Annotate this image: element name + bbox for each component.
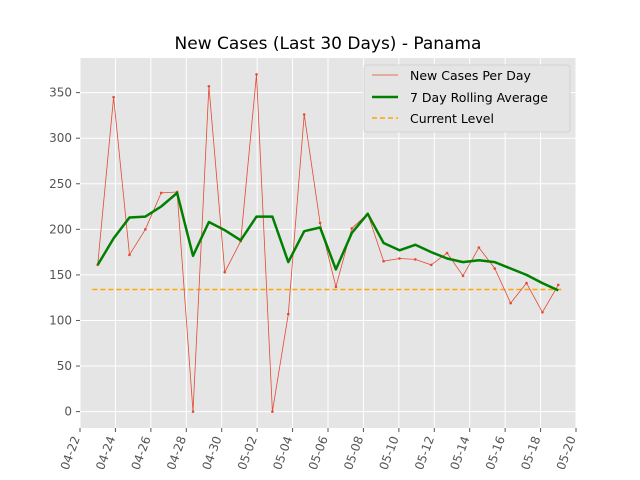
data-point-new-cases — [255, 73, 258, 76]
data-point-new-cases — [128, 253, 131, 257]
data-point-new-cases — [414, 258, 417, 261]
data-point-new-cases — [112, 95, 115, 99]
data-point-new-cases — [509, 301, 512, 305]
y-tick-label: 300 — [49, 131, 72, 145]
y-tick-label: 350 — [49, 86, 72, 100]
data-point-new-cases — [477, 246, 481, 249]
data-point-new-cases — [302, 113, 306, 116]
chart-title: New Cases (Last 30 Days) - Panama — [175, 34, 482, 54]
data-point-new-cases — [461, 274, 465, 278]
y-tick-label: 150 — [49, 268, 72, 282]
y-tick-label: 0 — [64, 405, 72, 419]
y-tick-label: 200 — [49, 222, 72, 236]
data-point-new-cases — [525, 281, 528, 285]
data-point-new-cases — [318, 221, 322, 225]
series-layer — [92, 73, 564, 413]
legend-box — [363, 64, 571, 133]
legend-label-new-cases: New Cases Per Day — [410, 68, 531, 83]
data-point-new-cases — [271, 410, 274, 413]
data-point-new-cases — [556, 283, 560, 287]
data-point-new-cases — [286, 312, 290, 316]
y-axis: 0 50 100 150 200 250 300 350 — [49, 86, 80, 419]
data-point-new-cases — [223, 270, 227, 274]
data-point-new-cases — [207, 84, 211, 88]
data-point-new-cases — [445, 251, 449, 255]
data-point-new-cases — [144, 228, 147, 231]
y-tick-label: 50 — [57, 359, 72, 373]
data-point-new-cases — [398, 257, 401, 260]
legend-label-rolling-avg: 7 Day Rolling Average — [410, 90, 548, 105]
data-point-new-cases — [191, 410, 195, 413]
data-point-new-cases — [493, 267, 497, 270]
data-point-new-cases — [429, 263, 433, 267]
series-line-new-cases — [97, 74, 559, 412]
data-point-new-cases — [159, 191, 163, 195]
data-point-new-cases — [334, 285, 338, 289]
series-line-rolling-average — [96, 191, 559, 292]
data-point-new-cases — [350, 227, 354, 230]
legend-label-current-level: Current Level — [410, 111, 494, 126]
legend: New Cases Per Day 7 Day Rolling Average … — [363, 64, 571, 133]
data-point-new-cases — [541, 310, 544, 314]
data-point-new-cases — [382, 259, 385, 263]
y-tick-label: 100 — [49, 313, 72, 327]
y-tick-label: 250 — [49, 177, 72, 191]
